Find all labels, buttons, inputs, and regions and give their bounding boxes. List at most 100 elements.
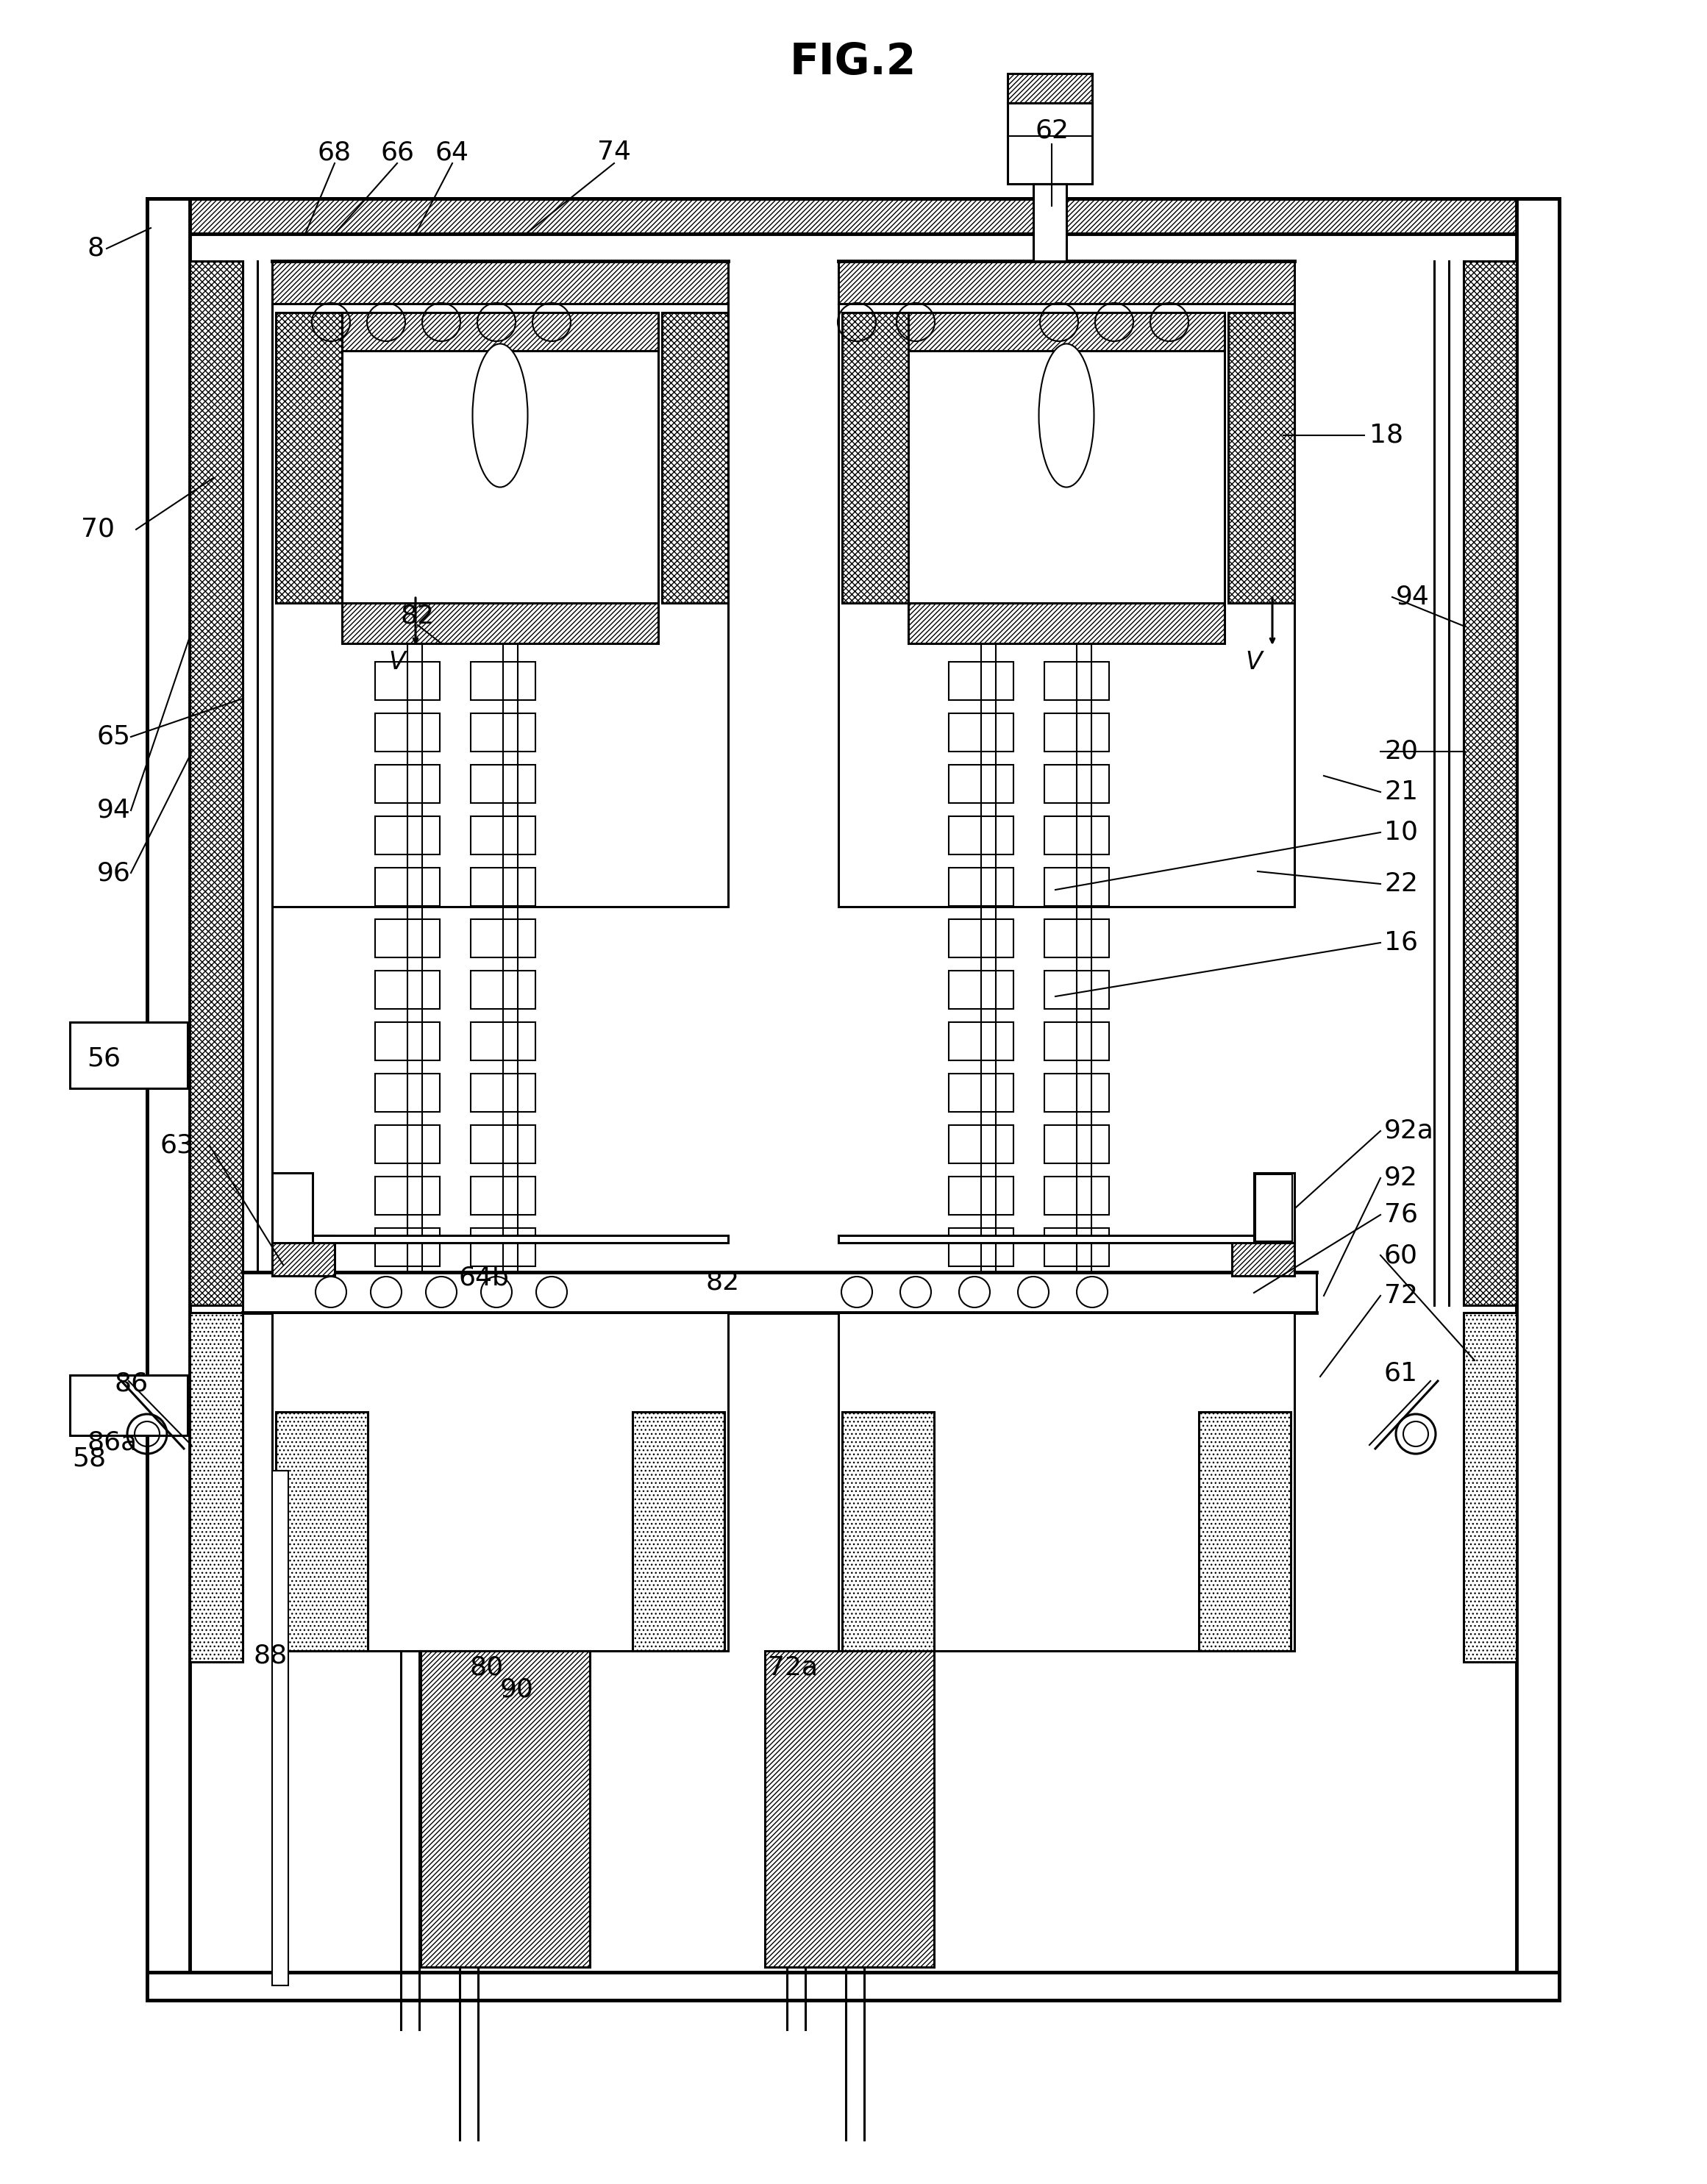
Bar [147, 1972, 1558, 2001]
Text: 92a: 92a [1384, 1118, 1434, 1144]
Text: 22: 22 [1384, 871, 1419, 895]
Text: 64: 64 [435, 140, 469, 164]
Bar [471, 919, 536, 957]
Bar [1463, 262, 1516, 1306]
Bar [147, 199, 1558, 234]
Bar [838, 262, 1294, 304]
Text: 74: 74 [597, 140, 632, 164]
Bar [949, 970, 1014, 1009]
Bar [949, 1227, 1014, 1267]
Bar [1255, 1175, 1292, 1241]
Text: 72a: 72a [768, 1655, 818, 1679]
Bar [471, 970, 536, 1009]
Bar [70, 1022, 188, 1088]
Text: 70: 70 [80, 518, 114, 542]
Text: 62: 62 [1034, 118, 1069, 144]
Bar [908, 312, 1224, 603]
Bar [1045, 919, 1110, 957]
Text: 21: 21 [1384, 780, 1419, 804]
Text: 96: 96 [97, 860, 131, 885]
Bar [1045, 970, 1110, 1009]
Bar [376, 919, 440, 957]
Bar [147, 199, 189, 2001]
Text: 16: 16 [1384, 930, 1419, 954]
Text: 10: 10 [1384, 819, 1419, 845]
Bar [949, 662, 1014, 701]
Bar [1045, 1022, 1110, 1061]
Bar [1045, 764, 1110, 804]
Bar [471, 1227, 536, 1267]
Bar [271, 304, 729, 906]
Text: 86: 86 [114, 1372, 149, 1396]
Bar [277, 312, 341, 603]
Bar [1045, 1125, 1110, 1164]
Text: 63: 63 [160, 1133, 195, 1158]
Bar [842, 312, 908, 603]
Bar [341, 603, 659, 644]
Bar [1045, 817, 1110, 854]
Text: 65: 65 [97, 725, 131, 749]
Text: V: V [389, 649, 406, 675]
Bar [1045, 1227, 1110, 1267]
Bar [271, 1470, 288, 1985]
Text: 92: 92 [1384, 1166, 1419, 1190]
Bar [277, 1411, 367, 1651]
Bar [271, 1236, 335, 1275]
Text: 18: 18 [1369, 424, 1403, 448]
Bar [1232, 1236, 1294, 1275]
Text: 61: 61 [1384, 1361, 1419, 1385]
Bar [471, 714, 536, 751]
Text: 90: 90 [500, 1677, 534, 1701]
Text: 94: 94 [1396, 585, 1430, 609]
Bar [949, 1075, 1014, 1112]
Bar [1045, 867, 1110, 906]
Bar [633, 1411, 724, 1651]
Text: 82: 82 [707, 1269, 739, 1295]
Bar [949, 817, 1014, 854]
Bar [949, 1177, 1014, 1214]
Bar [1033, 183, 1067, 262]
Bar [341, 312, 659, 352]
Bar [376, 1125, 440, 1164]
Bar [838, 304, 1294, 906]
Bar [1045, 1177, 1110, 1214]
Bar [842, 1411, 934, 1651]
Bar [471, 1125, 536, 1164]
Bar [471, 1075, 536, 1112]
Bar [1463, 1313, 1516, 1662]
Bar [949, 867, 1014, 906]
Bar [1198, 1411, 1290, 1651]
Text: 76: 76 [1384, 1203, 1419, 1227]
Bar [376, 1227, 440, 1267]
Bar [271, 1236, 729, 1243]
Bar [1045, 714, 1110, 751]
Bar [70, 1376, 188, 1435]
Text: 82: 82 [401, 603, 435, 629]
Text: 58: 58 [72, 1446, 106, 1470]
Bar [838, 1236, 1294, 1243]
Text: 20: 20 [1384, 738, 1419, 764]
Text: FIG.2: FIG.2 [790, 41, 917, 83]
Bar [471, 662, 536, 701]
Bar [949, 764, 1014, 804]
Bar [242, 1271, 1316, 1313]
Bar [420, 1651, 591, 1968]
Text: 56: 56 [87, 1046, 121, 1072]
Bar [949, 714, 1014, 751]
Bar [662, 312, 729, 603]
Text: V: V [1246, 649, 1263, 675]
Text: 72: 72 [1384, 1284, 1419, 1308]
Bar [765, 1651, 934, 1968]
Bar [1007, 103, 1092, 183]
Bar [189, 1313, 242, 1662]
Bar [949, 1125, 1014, 1164]
Bar [376, 662, 440, 701]
Bar [376, 817, 440, 854]
Bar [949, 919, 1014, 957]
Bar [471, 764, 536, 804]
Bar [147, 199, 1558, 2001]
Text: 68: 68 [318, 140, 352, 164]
Text: 66: 66 [381, 140, 415, 164]
Bar [1229, 312, 1294, 603]
Bar [189, 262, 242, 1306]
